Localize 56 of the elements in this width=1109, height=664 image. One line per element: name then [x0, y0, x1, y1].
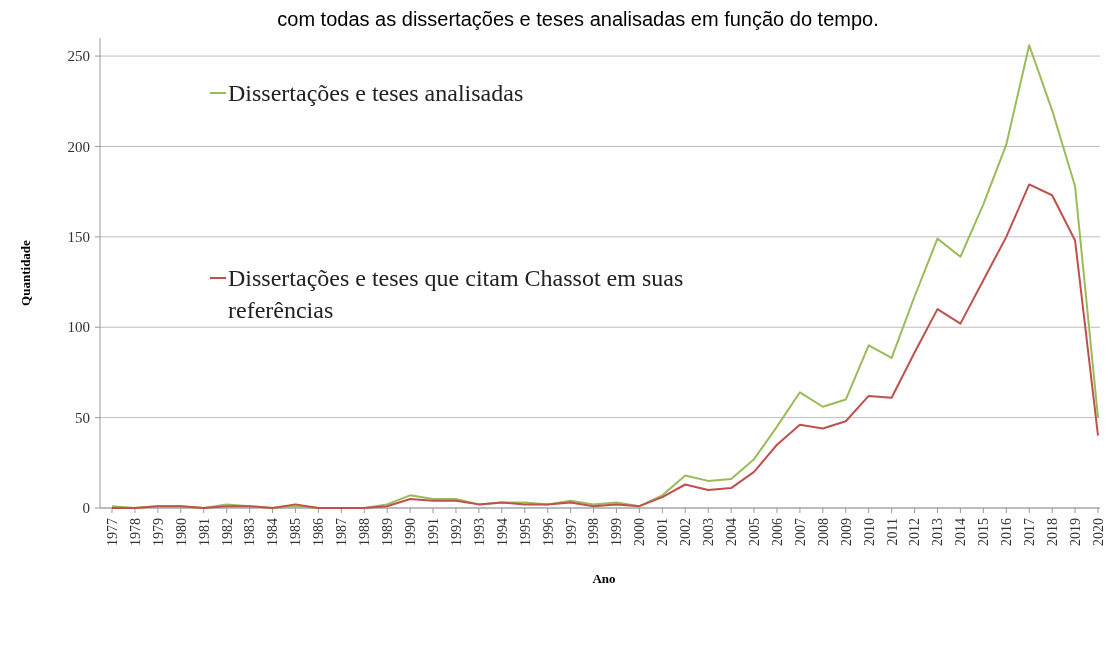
x-tick-label: 2018: [1045, 518, 1061, 546]
x-tick-label: 1980: [173, 518, 189, 546]
x-tick-label: 2007: [792, 518, 808, 546]
x-tick-label: 2017: [1022, 518, 1038, 546]
x-tick-label: 1979: [150, 518, 166, 546]
x-tick-label: 1989: [380, 518, 396, 546]
x-tick-label: 1998: [586, 518, 602, 546]
x-tick-label: 1996: [540, 518, 556, 546]
legend-label: Dissertações e teses analisadas: [228, 80, 524, 107]
line-series: [111, 183, 1099, 509]
y-tick-label: 250: [67, 48, 90, 65]
x-tick-label: 2008: [815, 518, 831, 546]
x-tick-label: 1987: [334, 518, 350, 546]
x-tick-label: 1993: [471, 518, 487, 546]
legend-label: Dissertações e teses que citam Chassot em suas referências: [228, 265, 684, 323]
x-tick-label: 1992: [448, 518, 464, 546]
y-tick-label: 0: [82, 500, 90, 517]
y-tick-label: 150: [67, 229, 90, 246]
x-tick-label: 2004: [724, 518, 740, 546]
x-tick-label: 1991: [425, 518, 441, 546]
x-tick-label: 1994: [494, 518, 510, 546]
x-tick-label: 2016: [999, 518, 1015, 546]
x-tick-label: 2020: [1090, 518, 1106, 546]
x-tick-label: 1978: [127, 518, 143, 546]
x-tick-label: 2005: [746, 518, 762, 546]
x-tick-label: 2013: [930, 518, 946, 546]
x-tick-label: 2009: [838, 518, 854, 546]
y-tick-label: 200: [67, 138, 90, 155]
x-tick-label: 1985: [288, 518, 304, 546]
y-tick-label: 50: [75, 409, 90, 426]
x-tick-label: 2014: [953, 518, 969, 546]
x-tick-label: 2002: [678, 518, 694, 546]
x-tick-label: 2000: [632, 518, 648, 546]
x-tick-label: 2006: [769, 518, 785, 546]
x-tick-label: 2001: [655, 518, 671, 546]
x-tick-label: 1982: [219, 518, 235, 546]
x-tick-label: 1983: [242, 518, 258, 546]
x-tick-label: 1977: [104, 518, 120, 546]
x-tick-label: 1995: [517, 518, 533, 546]
x-tick-label: 1984: [265, 518, 281, 546]
y-axis-title: Quantidade: [18, 239, 33, 306]
x-tick-label: 1990: [402, 518, 418, 546]
x-tick-label: 2011: [884, 518, 900, 546]
x-tick-label: 1981: [196, 518, 212, 546]
chart-title: com todas as dissertações e teses analisadas em função do tempo.: [277, 8, 879, 30]
x-tick-label: 1988: [357, 518, 373, 546]
x-tick-label: 1997: [563, 518, 579, 546]
x-tick-label: 1986: [311, 518, 327, 546]
y-tick-label: 100: [67, 319, 90, 336]
x-tick-label: 2010: [861, 518, 877, 546]
x-tick-label: 2012: [907, 518, 923, 546]
x-axis-title: Ano: [592, 571, 616, 586]
x-tick-label: 2019: [1067, 518, 1083, 546]
x-tick-label: 2003: [701, 518, 717, 546]
x-tick-label: 2015: [976, 518, 992, 546]
x-tick-label: 1999: [609, 518, 625, 546]
